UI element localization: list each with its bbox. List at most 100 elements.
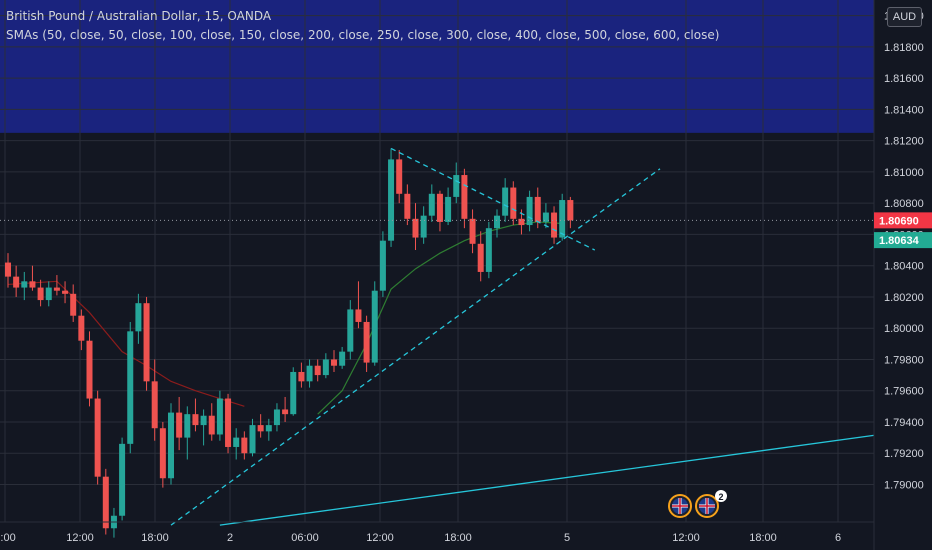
candle-body — [70, 293, 77, 316]
candle-body — [518, 218, 525, 226]
candle-body — [45, 287, 52, 301]
candle-body — [78, 315, 85, 341]
y-tick-label: 1.81600 — [884, 73, 924, 85]
candle-body — [485, 228, 492, 272]
candle-body — [306, 365, 313, 382]
candle-body — [241, 437, 248, 454]
gb-flag-icon[interactable] — [668, 494, 692, 518]
candle-body — [208, 415, 215, 435]
candle-body — [494, 215, 500, 229]
resistance-zone — [0, 0, 874, 133]
candle-body — [404, 193, 411, 219]
y-tick-label: 1.80200 — [884, 292, 924, 304]
candle-body — [192, 414, 199, 426]
x-tick-label: 18:00 — [141, 532, 169, 544]
candle-body — [13, 276, 20, 288]
candle-body — [314, 365, 321, 376]
trendline-long-term-support — [219, 433, 881, 526]
symbol-title: British Pound / Australian Dollar, 15, O… — [6, 9, 272, 23]
price-axis — [874, 0, 932, 550]
candle-body — [436, 193, 443, 222]
candle-body — [469, 218, 476, 244]
y-tick-label: 1.80800 — [884, 198, 924, 210]
candle-body — [53, 287, 60, 291]
candle-body — [225, 398, 232, 447]
candle-body — [453, 175, 460, 197]
candle-body — [420, 215, 427, 238]
candle-body — [298, 371, 305, 382]
sma-price-badge — [874, 232, 932, 249]
candle-body — [200, 415, 207, 426]
candle-body — [62, 290, 69, 294]
candle-body — [151, 381, 158, 429]
trendline-resistance — [390, 147, 596, 251]
candle-body — [396, 159, 403, 194]
x-tick-label: 18:00 — [749, 532, 777, 544]
candle-body — [502, 187, 509, 216]
candle-body — [86, 340, 93, 399]
price-badge-label: 1.80634 — [879, 235, 920, 247]
candle-body — [265, 425, 272, 432]
candle-body — [176, 412, 183, 438]
trendline-support — [170, 168, 661, 526]
y-tick-label: 1.81400 — [884, 104, 924, 116]
candle-body — [331, 359, 337, 366]
candle-body — [428, 193, 435, 216]
candle-body — [412, 218, 419, 238]
candle-body — [290, 371, 297, 415]
candle-body — [29, 281, 36, 288]
y-tick-label: 1.81000 — [884, 167, 924, 179]
x-tick-label: 06:00 — [291, 532, 319, 544]
y-tick-label: 1.80400 — [884, 261, 924, 273]
gb-flag-icon[interactable]: 2 — [695, 490, 727, 518]
candle-body — [273, 409, 280, 426]
candle-body — [534, 196, 541, 222]
candle-body — [249, 425, 256, 454]
candle-body — [159, 428, 166, 479]
x-tick-label: 18:00 — [444, 532, 472, 544]
candle-body — [347, 309, 354, 352]
candle-body — [526, 196, 533, 226]
candle-body — [233, 437, 240, 447]
candle-body — [282, 409, 289, 415]
y-tick-label: 1.79400 — [884, 417, 924, 429]
candle-body — [5, 262, 11, 277]
x-tick-label: 6:00 — [0, 532, 16, 544]
candle-body — [551, 212, 558, 238]
candle-body — [510, 187, 517, 219]
candle-body — [355, 309, 362, 322]
candle-body — [127, 331, 134, 444]
currency-badge[interactable]: AUD — [887, 7, 922, 27]
y-tick-label: 1.81200 — [884, 136, 924, 148]
y-tick-label: 1.80000 — [884, 323, 924, 335]
candle-body — [567, 200, 574, 221]
candle-body — [461, 175, 468, 219]
y-tick-label: 1.79800 — [884, 354, 924, 366]
candle-body — [322, 359, 329, 376]
candle-body — [143, 303, 150, 382]
event-count-badge — [715, 490, 727, 502]
candle-body — [119, 443, 126, 516]
candle-body — [363, 321, 370, 363]
candle-body — [168, 412, 174, 479]
candle-body — [445, 196, 452, 222]
candle-body — [37, 287, 44, 301]
candle-body — [542, 212, 549, 222]
candle-body — [94, 398, 101, 477]
x-tick-label: 2 — [227, 532, 233, 544]
candle-body — [477, 243, 484, 272]
last-price-badge — [874, 212, 932, 229]
x-tick-label: 12:00 — [672, 532, 700, 544]
candle-body — [257, 425, 264, 432]
candle-body — [184, 414, 191, 438]
y-tick-label: 1.79000 — [884, 479, 924, 491]
candle-body — [388, 159, 395, 241]
indicator-legend[interactable]: SMAs (50, close, 50, close, 100, close, … — [6, 28, 720, 42]
price-badge-label: 1.80690 — [879, 215, 919, 227]
x-tick-label: 5 — [564, 532, 570, 544]
candle-body — [379, 240, 386, 291]
x-tick-label: 6 — [835, 532, 841, 544]
x-tick-label: 12:00 — [66, 532, 94, 544]
candle-body — [371, 290, 378, 363]
